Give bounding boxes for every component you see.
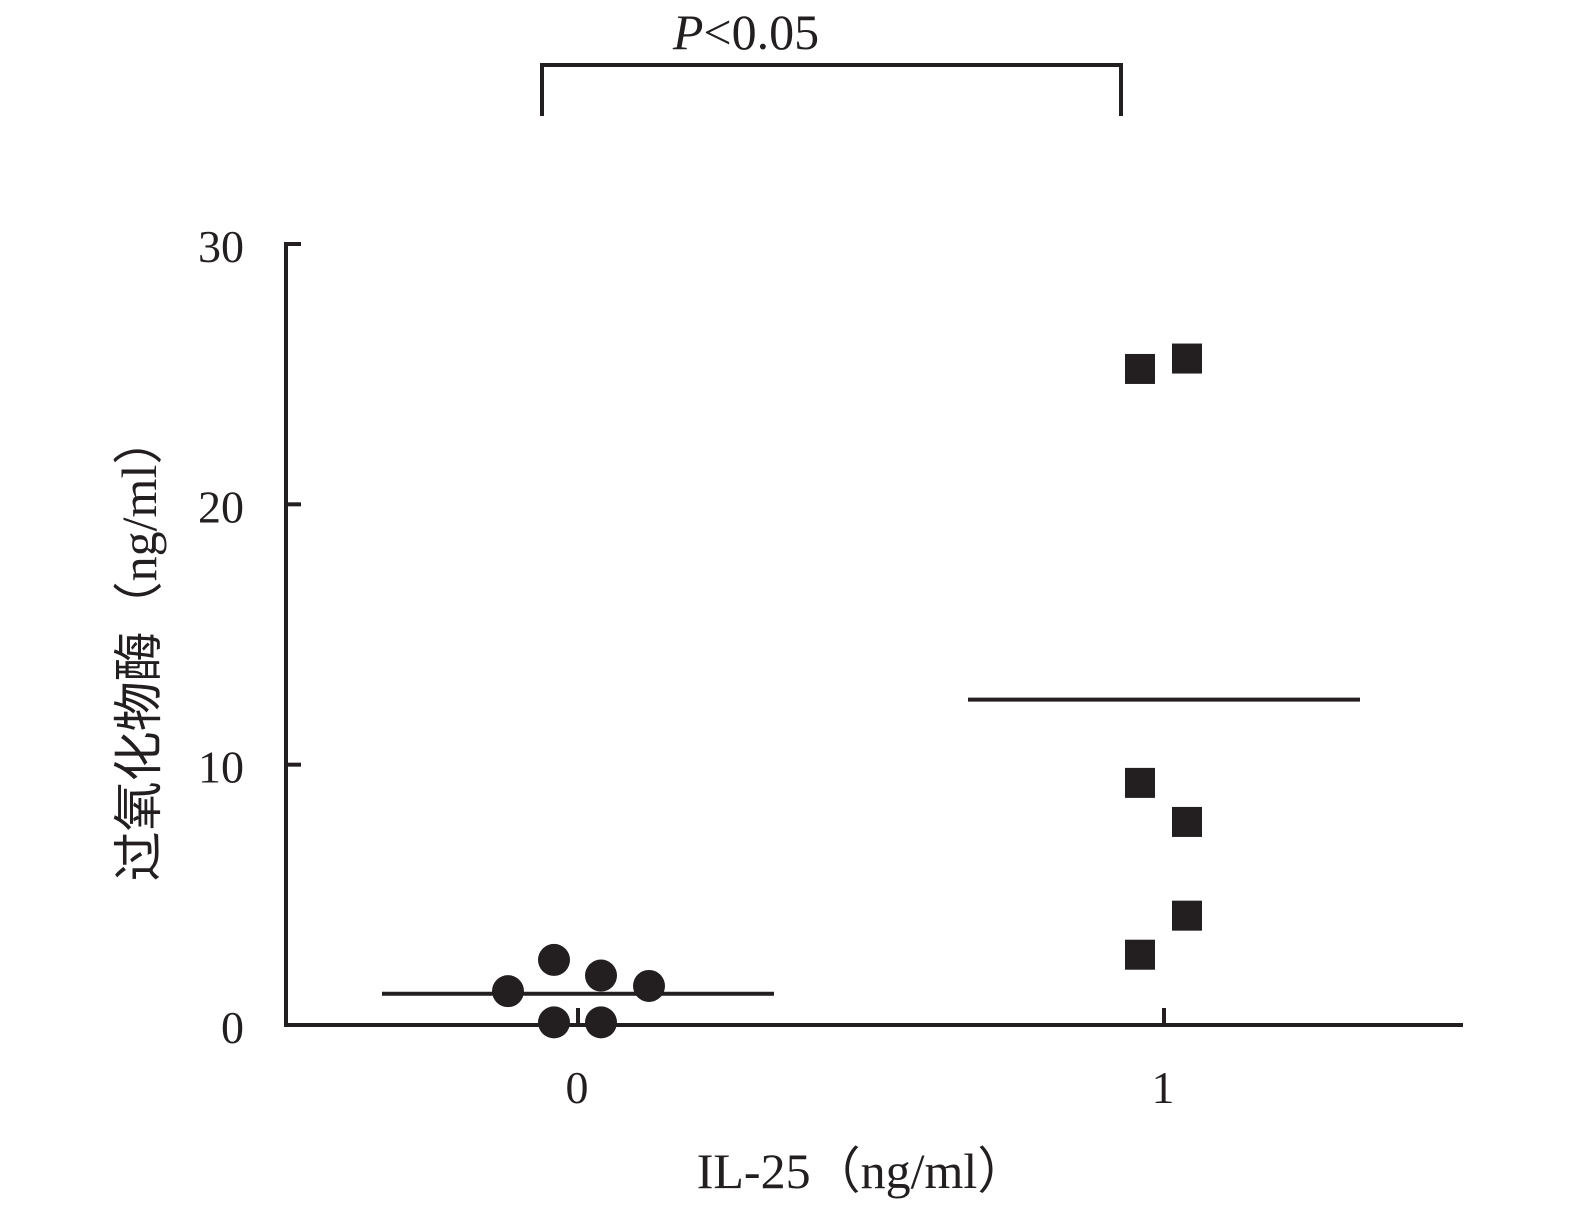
significance-threshold: <0.05: [703, 4, 819, 60]
y-tick-label: 0: [221, 1002, 244, 1053]
data-point-circle: [538, 943, 570, 976]
data-point-circle: [633, 969, 665, 1002]
data-point-square: [1172, 343, 1202, 374]
x-tick-label: 1: [1152, 1062, 1175, 1113]
y-tick-label: 20: [198, 481, 244, 532]
significance-label: P<0.05: [672, 4, 819, 60]
x-axis-title: IL-25（ng/ml）: [697, 1143, 1028, 1199]
group-lines: [382, 697, 1360, 996]
data-point-circle: [585, 959, 617, 992]
data-point-square: [1172, 806, 1202, 837]
data-point-square: [1125, 353, 1155, 384]
y-axis-title: 过氧化物酶（ng/ml）: [111, 415, 167, 882]
significance-bracket: [540, 63, 1123, 116]
x-tick-label: 0: [566, 1062, 589, 1113]
data-points: [492, 343, 1202, 1039]
data-point-square: [1125, 767, 1155, 798]
data-point-circle: [585, 1006, 617, 1039]
y-axis-ticks: 0 10 20 30: [198, 221, 301, 1053]
data-point-circle: [538, 1006, 570, 1039]
data-point-square: [1172, 900, 1202, 931]
significance-p-symbol: P: [672, 4, 704, 60]
data-point-circle: [492, 975, 524, 1008]
y-tick-label: 10: [198, 742, 244, 793]
y-tick-label: 30: [198, 221, 244, 272]
data-point-square: [1125, 939, 1155, 970]
